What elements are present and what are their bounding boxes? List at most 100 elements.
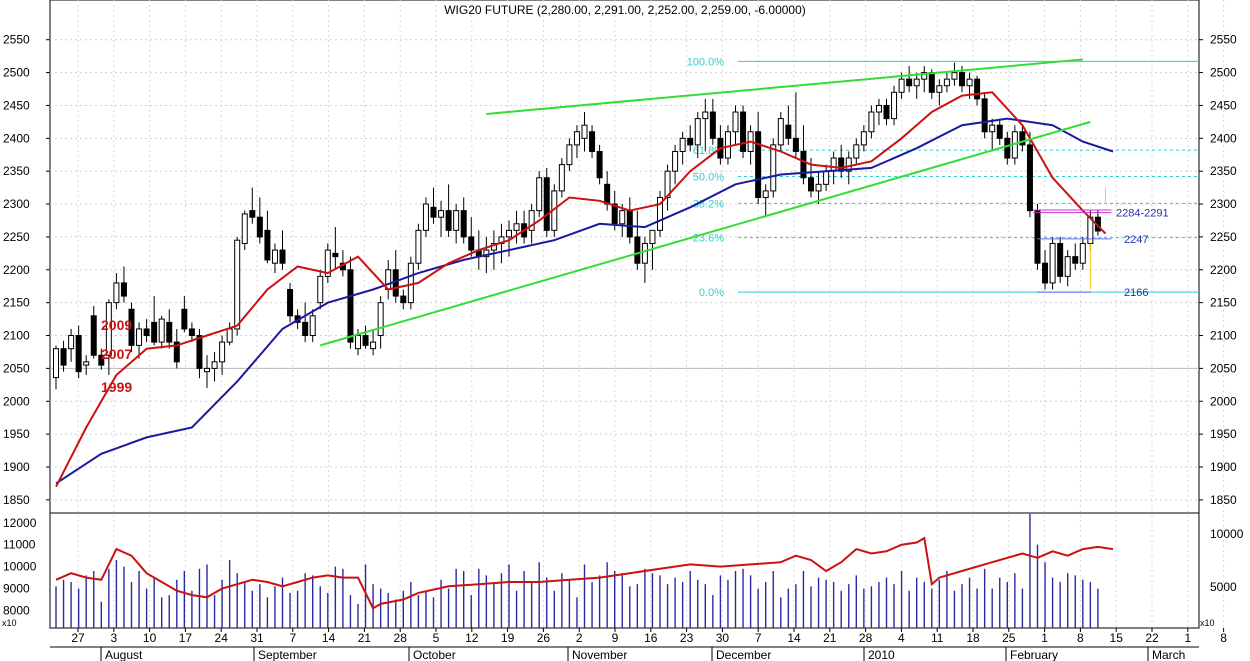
candle-body <box>898 78 905 93</box>
day-label: 2 <box>576 631 583 645</box>
candle-body <box>959 72 965 87</box>
candle-body <box>694 118 701 146</box>
fib-label: 23.6% <box>693 233 724 245</box>
candle-body <box>166 321 173 343</box>
candle-body <box>966 78 973 87</box>
price-tick-left: 2550 <box>3 33 30 47</box>
candle-body <box>422 203 429 231</box>
year-label: 2009 <box>101 317 132 333</box>
candle-body <box>921 72 928 80</box>
candle-body <box>808 177 814 192</box>
axes: 1850 1850 1900 1900 1950 1950 2000 2000 2050 2050… <box>2 33 1244 661</box>
month-label: December <box>716 648 771 661</box>
candle-body <box>981 98 988 133</box>
price-tick-left: 1900 <box>3 460 30 474</box>
candle-body <box>875 104 882 113</box>
candle-body <box>951 72 958 80</box>
price-tick-right: 2550 <box>1210 33 1237 47</box>
day-label: 25 <box>1002 631 1016 645</box>
price-tick-right: 1850 <box>1210 493 1237 507</box>
price-tick-left: 2400 <box>3 131 30 145</box>
candle-body <box>1072 256 1079 264</box>
candle-body <box>528 210 535 231</box>
volume-tick-left: 9000 <box>3 582 30 596</box>
candle-body <box>415 229 422 264</box>
candle-body <box>287 289 294 317</box>
day-label: 4 <box>898 631 905 645</box>
price-tick-left: 1950 <box>3 427 30 441</box>
day-label: 9 <box>612 631 619 645</box>
candle-body <box>672 150 679 172</box>
candle-body <box>823 170 830 185</box>
candle-body <box>113 282 120 304</box>
price-tick-right: 1950 <box>1210 427 1237 441</box>
candle-body <box>724 131 731 159</box>
candle-body <box>740 111 747 152</box>
candle-body <box>128 308 135 346</box>
candle-body <box>362 335 369 346</box>
candle-body <box>407 262 414 304</box>
candle-body <box>566 144 573 166</box>
price-tick-right: 2500 <box>1210 66 1237 80</box>
month-label: February <box>1010 648 1058 661</box>
candles <box>53 62 1101 390</box>
day-label: 7 <box>755 631 762 645</box>
price-tick-right: 2050 <box>1210 361 1237 375</box>
price-tick-left: 2450 <box>3 98 30 112</box>
day-label: 11 <box>931 631 944 645</box>
candle-body <box>271 249 278 264</box>
candle-body <box>53 348 59 379</box>
price-tick-left: 2200 <box>3 263 30 277</box>
candle-body <box>657 196 663 231</box>
price-tick-right: 2100 <box>1210 329 1237 343</box>
candle-body <box>596 150 603 179</box>
day-label: 31 <box>250 631 264 645</box>
candle-body <box>838 157 845 172</box>
volume-tick-right: 10000 <box>1210 527 1244 541</box>
candle-body <box>347 269 354 343</box>
candle-body <box>468 236 475 251</box>
volume-tick-left: 11000 <box>3 538 36 552</box>
day-label: 21 <box>358 631 372 645</box>
candle-body <box>430 206 437 218</box>
candle-body <box>249 210 256 218</box>
day-label: 15 <box>1110 631 1124 645</box>
candle-body <box>626 210 633 238</box>
candle-body <box>543 177 550 231</box>
fib-label: 61.8% <box>693 145 724 157</box>
candle-body <box>506 229 512 238</box>
candle-body <box>1019 131 1026 146</box>
chart-title: WIG20 FUTURE (2,280.00, 2,291.00, 2,252.… <box>444 3 806 17</box>
candle-body <box>687 137 694 146</box>
level-annotation: 2247 <box>1124 234 1148 246</box>
day-label: 24 <box>215 631 229 645</box>
price-tick-left: 2100 <box>3 329 30 343</box>
candle-body <box>943 78 950 87</box>
price-tick-left: 2350 <box>3 164 30 178</box>
candle-body <box>302 321 309 337</box>
price-tick-right: 2250 <box>1210 230 1237 244</box>
candle-body <box>173 341 180 363</box>
volume-multiplier-right: x10 <box>1200 618 1215 628</box>
price-tick-left: 2250 <box>3 230 30 244</box>
level-annotation: 2284-2291 <box>1116 208 1169 220</box>
day-label: 5 <box>433 631 440 645</box>
day-label: 7 <box>289 631 296 645</box>
candle-body <box>558 164 565 192</box>
candle-body <box>853 144 860 159</box>
day-label: 16 <box>644 631 658 645</box>
candle-body <box>891 91 898 120</box>
price-tick-right: 1900 <box>1210 460 1237 474</box>
day-label: 10 <box>143 631 157 645</box>
candle-body <box>279 249 286 264</box>
price-tick-right: 2450 <box>1210 98 1237 112</box>
fib-label: 0.0% <box>699 287 724 299</box>
candle-body <box>181 308 188 330</box>
fib-label: 100.0% <box>687 56 725 68</box>
volume-tick-left: 10000 <box>3 560 37 574</box>
trendline <box>486 58 1083 115</box>
candle-body <box>989 124 996 133</box>
day-label: 19 <box>501 631 515 645</box>
candle-body <box>370 341 377 350</box>
candle-body <box>241 213 248 244</box>
